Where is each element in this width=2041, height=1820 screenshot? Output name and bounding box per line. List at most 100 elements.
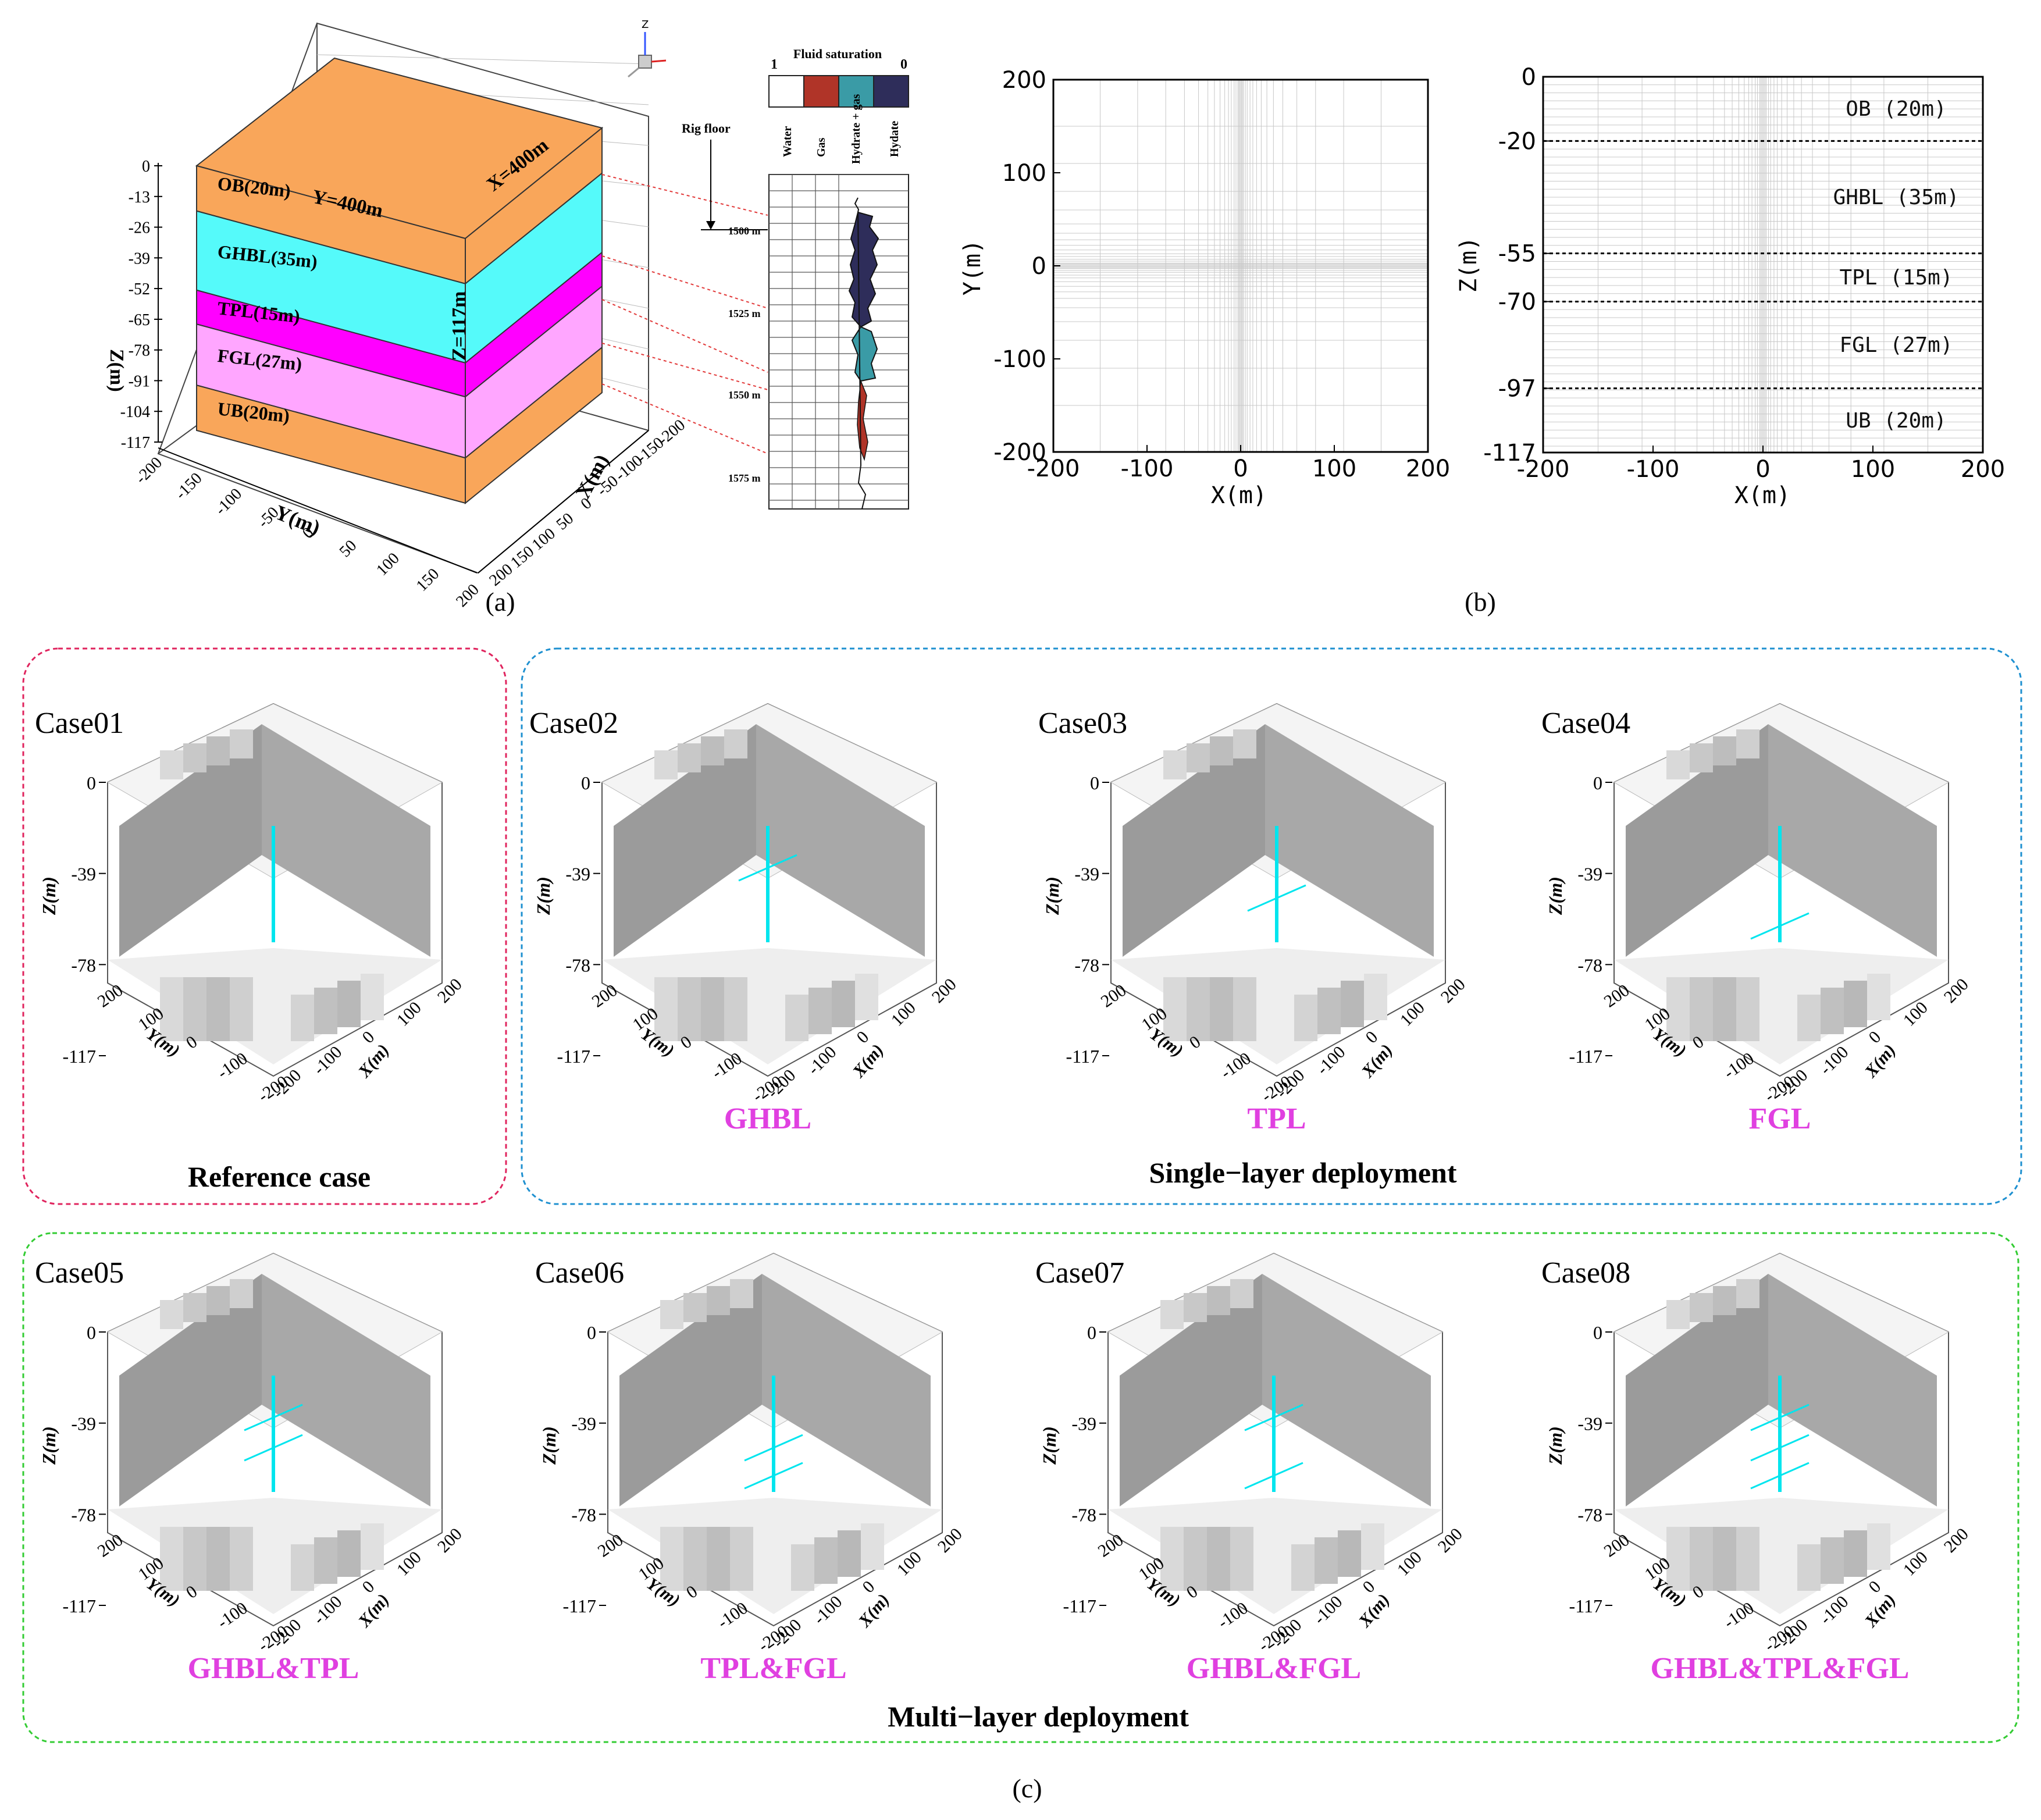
c-z-tick-label: 0 xyxy=(87,772,96,793)
c-y-tick-label: -100 xyxy=(1214,1598,1252,1633)
cube-shade-band xyxy=(1867,1523,1890,1570)
triad-z: Z xyxy=(642,19,649,31)
reference-group-frame xyxy=(22,647,507,1205)
depth-1575: 1575 m xyxy=(728,472,761,484)
cube-shade-band xyxy=(678,977,701,1041)
single-group-frame xyxy=(521,647,2022,1205)
plan-y-tick-label: 200 xyxy=(1002,67,1046,94)
cube-shade-band xyxy=(314,988,337,1034)
a-y-axis-label: Y(m) xyxy=(272,500,323,539)
c-x-tick-label: -100 xyxy=(1310,1592,1346,1628)
cube-shade-band xyxy=(1294,995,1317,1041)
legend-hydrate-gas-swatch xyxy=(838,75,874,108)
section-x-tick-label: 100 xyxy=(1851,456,1895,483)
case-title: Case01 xyxy=(35,707,124,740)
lateral-well-ghbl xyxy=(244,1404,303,1431)
c-z-tick-label: -117 xyxy=(1569,1595,1602,1616)
lateral-well-ghbl xyxy=(738,854,797,882)
a-y-tick-label: -100 xyxy=(212,485,245,519)
a-z-tick-label: -65 xyxy=(129,311,150,329)
cube-shade-band xyxy=(1736,1527,1759,1591)
case-grid: Case010-39-78-117Z(m)2001000-100-200Y(m)… xyxy=(35,703,1972,1685)
section-view-grid: -200 -100 0 100 200 0 -20 -55 -70 -97 -117 OB (20m… xyxy=(1455,64,2005,509)
c-z-tick-label: 0 xyxy=(1593,772,1602,793)
c-z-axis-label: Z(m) xyxy=(1545,1426,1566,1465)
c-z-tick-label: -78 xyxy=(1071,1504,1096,1525)
cube-shade-band xyxy=(1341,981,1364,1027)
section-layer-label: UB (20m) xyxy=(1846,409,1946,433)
c-y-tick-label: 200 xyxy=(1095,1530,1127,1561)
cube-shade-band xyxy=(1315,1537,1338,1584)
cube-left-wall xyxy=(1626,724,1768,957)
fluid-saturation-log: Fluid saturation 1 0 Water Gas Hydrate +… xyxy=(682,47,909,510)
panel-a: OB(20m)GHBL(35m)TPL(15m)FGL(27m)UB(20m) … xyxy=(106,19,909,617)
case-title: Case05 xyxy=(35,1256,124,1290)
cube-shade-band xyxy=(1844,1530,1867,1577)
cube-shade-band xyxy=(1187,977,1210,1041)
cube-shade-band xyxy=(1364,974,1387,1020)
panel-c: Reference case Single−layer deployment M… xyxy=(22,647,2022,1803)
cube-shade-band xyxy=(291,995,314,1041)
layer-block xyxy=(195,57,604,505)
lateral-well-fgl xyxy=(1244,1462,1303,1490)
cube-left-wall xyxy=(119,1274,262,1506)
a-z-tick-label: -13 xyxy=(129,188,150,206)
cube-shade-band xyxy=(1797,995,1821,1041)
c-x-tick-label: -100 xyxy=(804,1042,840,1078)
cube-shade-band xyxy=(730,1527,753,1591)
c-z-tick-label: -117 xyxy=(63,1046,96,1067)
c-z-tick-label: -78 xyxy=(71,1504,96,1525)
c-y-tick-label: -100 xyxy=(1721,1049,1758,1083)
cube-shade-band xyxy=(1797,1544,1821,1591)
plan-y-tick-label: 0 xyxy=(1032,253,1046,280)
cube-left-wall xyxy=(619,1274,762,1506)
c-x-tick-label: 100 xyxy=(1900,1548,1932,1580)
c-z-tick-label: 0 xyxy=(1090,772,1099,793)
c-z-tick-label: -78 xyxy=(565,954,590,975)
cube-shade-band xyxy=(206,1527,230,1591)
cube-shade-band xyxy=(183,743,206,772)
a-z-tick-label: -26 xyxy=(129,219,150,237)
c-x-tick-label: 200 xyxy=(434,1525,466,1557)
cube-shade-band xyxy=(785,995,808,1041)
section-layer-label: OB (20m) xyxy=(1846,97,1946,121)
legend-hydrate-label: Hydate xyxy=(888,121,901,157)
plan-x-tick-label: 0 xyxy=(1233,455,1248,482)
multi-group-frame xyxy=(22,1232,2019,1743)
cube-back-wall xyxy=(262,724,430,957)
c-z-axis-label: Z(m) xyxy=(1545,877,1566,916)
cube-shade-band xyxy=(654,750,678,779)
case-case04: Case040-39-78-117Z(m)2001000-100-200Y(m)… xyxy=(1541,703,1972,1135)
cube-back-wall xyxy=(1265,724,1434,957)
cube-shade-band xyxy=(861,1523,884,1570)
cube-shade-band xyxy=(183,1527,206,1591)
c-x-tick-label: 200 xyxy=(434,975,466,1007)
a-z-tick-label: -91 xyxy=(129,372,150,390)
cube-shade-band xyxy=(707,1527,730,1591)
c-z-tick-label: -117 xyxy=(1063,1595,1096,1616)
c-z-tick-label: -78 xyxy=(1074,954,1099,975)
case-case01: Case010-39-78-117Z(m)2001000-100-200Y(m)… xyxy=(35,703,466,1106)
c-z-tick-label: 0 xyxy=(581,772,590,793)
section-axis-ticks: -200 -100 0 100 200 0 -20 -55 -70 -97 -117 xyxy=(1483,64,2005,483)
section-x-tick-label: 0 xyxy=(1755,456,1770,483)
plan-mesh xyxy=(1053,79,1429,453)
c-z-tick-label: -39 xyxy=(1071,1413,1096,1434)
cube-back-wall xyxy=(762,1274,931,1506)
cube-shade-band xyxy=(660,1300,683,1329)
c-y-tick-label: 200 xyxy=(1098,981,1130,1011)
deployment-label: GHBL&TPL xyxy=(188,1652,359,1685)
cube-shade-band xyxy=(1184,1527,1207,1591)
c-x-tick-label: -100 xyxy=(810,1592,846,1628)
cube-shade-band xyxy=(808,988,832,1034)
cube-shade-band xyxy=(160,1300,183,1329)
cube-back-wall xyxy=(262,1274,430,1506)
cube-shade-band xyxy=(654,977,678,1041)
c-z-tick-label: -117 xyxy=(557,1046,590,1067)
c-z-tick-label: 0 xyxy=(1087,1322,1096,1343)
cube-shade-band xyxy=(1713,1286,1736,1315)
cube-shade-band xyxy=(1666,1300,1690,1329)
c-z-tick-label: -39 xyxy=(571,1413,596,1434)
cube-shade-band xyxy=(1736,977,1759,1041)
cube-shade-band xyxy=(1690,977,1713,1041)
